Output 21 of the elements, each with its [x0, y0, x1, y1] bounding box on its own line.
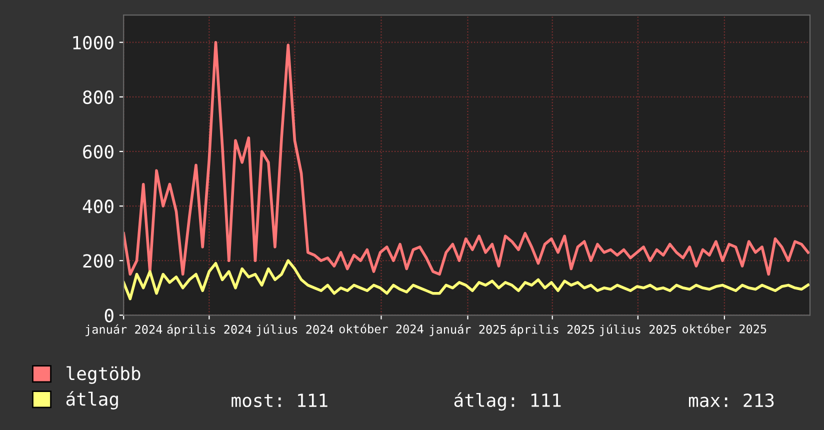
text: most: 111 [232, 394, 328, 408]
x-tick-label: január 2025 [430, 324, 506, 336]
y-tick-label: 0 [104, 308, 114, 322]
x-tick-label: október 2025 [682, 324, 766, 334]
line-series [124, 40, 810, 276]
x-tick-label: január 2024 [86, 324, 162, 336]
x-tick-label: április 2025 [510, 324, 594, 336]
legend-label: átlag [66, 391, 118, 410]
text: max: 213 [689, 393, 774, 408]
x-tick-label: július 2024 [256, 324, 334, 336]
y-tick-label: 200 [83, 254, 114, 268]
y-tick-label: 800 [83, 90, 114, 104]
y-tick-label: 600 [83, 144, 114, 159]
x-tick-label: október 2024 [339, 324, 424, 334]
line-series [124, 259, 810, 300]
y-tick-label: 1000 [73, 36, 114, 50]
legend-label: legtöbb [66, 366, 140, 384]
text: átlag: 111 [454, 392, 561, 411]
y-tick-label: 400 [82, 200, 114, 214]
x-tick-label: július 2025 [600, 324, 676, 336]
x-tick-label: április 2024 [167, 324, 252, 336]
